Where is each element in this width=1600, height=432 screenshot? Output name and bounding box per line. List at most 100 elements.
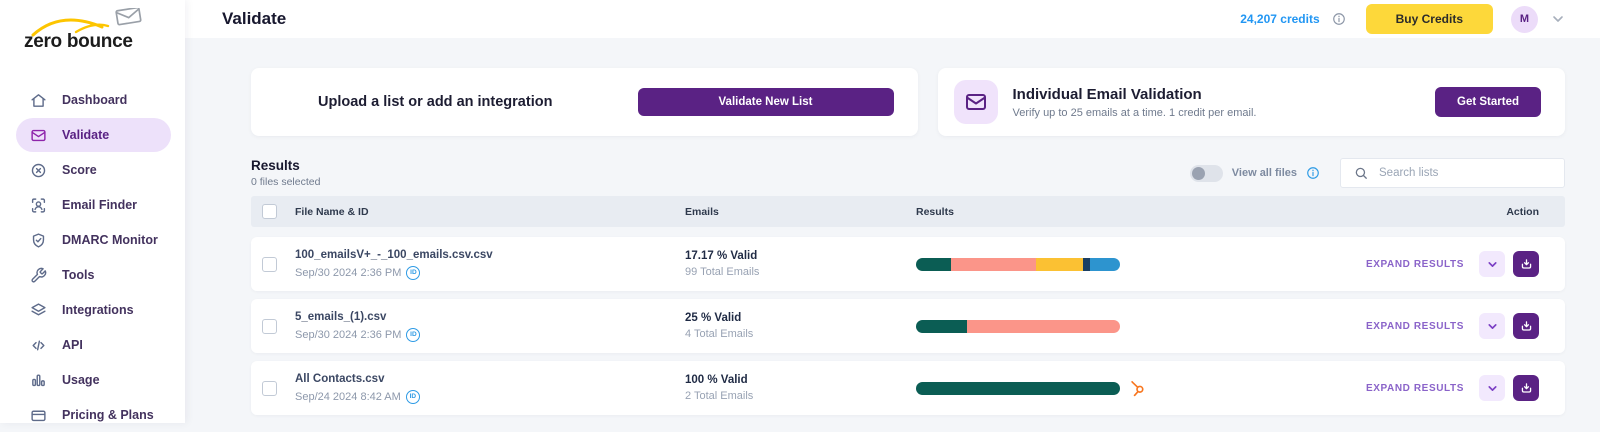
sidebar-item-email-finder[interactable]: Email Finder	[0, 188, 185, 222]
file-id-badge[interactable]: ID	[406, 266, 420, 280]
sidebar: zero bounce Dashboard Validate Score Ema…	[0, 0, 185, 423]
individual-validation-title: Individual Email Validation	[1013, 86, 1257, 103]
result-segment	[916, 382, 1120, 395]
brand-name: zero bounce	[24, 31, 185, 53]
sidebar-item-label: API	[62, 338, 83, 352]
view-all-info-icon[interactable]	[1306, 166, 1320, 180]
results-bar	[916, 382, 1120, 395]
sidebar-item-label: Validate	[62, 128, 109, 142]
home-icon	[30, 91, 48, 109]
email-finder-icon	[30, 196, 48, 214]
column-file-name: File Name & ID	[295, 206, 685, 218]
total-emails: 4 Total Emails	[685, 328, 900, 340]
shield-icon	[30, 231, 48, 249]
sidebar-item-label: DMARC Monitor	[62, 233, 158, 247]
valid-percentage: 25 % Valid	[685, 312, 900, 324]
table-row: All Contacts.csv Sep/24 2024 8:42 AM ID …	[251, 361, 1565, 415]
expand-results-link[interactable]: EXPAND RESULTS	[1366, 321, 1464, 332]
result-segment	[1083, 258, 1090, 271]
file-name[interactable]: 5_emails_(1).csv	[295, 311, 685, 323]
row-checkbox[interactable]	[262, 319, 277, 334]
sidebar-item-integrations[interactable]: Integrations	[0, 293, 185, 327]
sidebar-item-label: Tools	[62, 268, 94, 282]
sidebar-item-dmarc-monitor[interactable]: DMARC Monitor	[0, 223, 185, 257]
expand-results-link[interactable]: EXPAND RESULTS	[1366, 383, 1464, 394]
row-chevron-down-button[interactable]	[1479, 251, 1505, 277]
result-segment	[951, 258, 1036, 271]
sidebar-item-validate[interactable]: Validate	[16, 118, 171, 152]
row-download-button[interactable]	[1513, 313, 1539, 339]
total-emails: 2 Total Emails	[685, 390, 900, 402]
envelope-icon	[30, 126, 48, 144]
sidebar-item-label: Email Finder	[62, 198, 137, 212]
sidebar-item-pricing-plans[interactable]: Pricing & Plans	[0, 398, 185, 432]
zerobounce-logo[interactable]: zero bounce	[0, 0, 185, 53]
top-header: Validate 24,207 credits Buy Credits M	[185, 0, 1600, 38]
sidebar-item-tools[interactable]: Tools	[0, 258, 185, 292]
file-id-badge[interactable]: ID	[406, 328, 420, 342]
file-date: Sep/30 2024 2:36 PM ID	[295, 266, 685, 280]
sidebar-item-label: Integrations	[62, 303, 134, 317]
envelope-icon	[954, 80, 998, 124]
credits-balance[interactable]: 24,207 credits	[1240, 12, 1319, 26]
hubspot-icon	[1128, 379, 1147, 398]
table-row: 5_emails_(1).csv Sep/30 2024 2:36 PM ID …	[251, 299, 1565, 353]
upload-list-card: Upload a list or add an integration Vali…	[251, 68, 918, 136]
search-icon	[1354, 166, 1368, 180]
file-id-badge[interactable]: ID	[406, 390, 420, 404]
file-date: Sep/24 2024 8:42 AM ID	[295, 390, 685, 404]
search-lists-box	[1340, 158, 1565, 188]
row-checkbox[interactable]	[262, 381, 277, 396]
sidebar-item-usage[interactable]: Usage	[0, 363, 185, 397]
get-started-button[interactable]: Get Started	[1435, 87, 1541, 117]
result-segment	[916, 258, 951, 271]
valid-percentage: 100 % Valid	[685, 374, 900, 386]
results-title: Results	[251, 158, 320, 173]
sidebar-item-dashboard[interactable]: Dashboard	[0, 83, 185, 117]
results-bar	[916, 320, 1120, 333]
code-icon	[30, 336, 48, 354]
result-segment	[967, 320, 1120, 333]
buy-credits-button[interactable]: Buy Credits	[1366, 4, 1493, 34]
view-all-files-label: View all files	[1232, 167, 1297, 179]
card-icon	[30, 406, 48, 424]
result-segment	[1090, 258, 1120, 271]
wrench-icon	[30, 266, 48, 284]
result-segment	[916, 320, 967, 333]
total-emails: 99 Total Emails	[685, 266, 900, 278]
column-emails: Emails	[685, 206, 900, 218]
files-selected-count: 0 files selected	[251, 176, 320, 188]
sidebar-nav: Dashboard Validate Score Email Finder DM…	[0, 83, 185, 432]
expand-results-link[interactable]: EXPAND RESULTS	[1366, 259, 1464, 270]
row-download-button[interactable]	[1513, 251, 1539, 277]
column-results: Results	[900, 206, 1240, 218]
select-all-checkbox[interactable]	[262, 204, 277, 219]
row-chevron-down-button[interactable]	[1479, 313, 1505, 339]
results-table-body: 100_emailsV+_-_100_emails.csv.csv Sep/30…	[251, 237, 1565, 415]
credits-info-icon[interactable]	[1332, 12, 1346, 26]
account-chevron-down-icon[interactable]	[1550, 11, 1566, 27]
row-checkbox[interactable]	[262, 257, 277, 272]
bar-chart-icon	[30, 371, 48, 389]
sidebar-item-api[interactable]: API	[0, 328, 185, 362]
upload-card-title: Upload a list or add an integration	[318, 94, 552, 110]
table-header: File Name & ID Emails Results Action	[251, 196, 1565, 227]
sidebar-item-score[interactable]: Score	[0, 153, 185, 187]
layers-icon	[30, 301, 48, 319]
page-title: Validate	[222, 9, 286, 29]
file-name[interactable]: 100_emailsV+_-_100_emails.csv.csv	[295, 249, 685, 261]
view-all-files-toggle[interactable]	[1190, 165, 1223, 182]
table-row: 100_emailsV+_-_100_emails.csv.csv Sep/30…	[251, 237, 1565, 291]
search-input[interactable]	[1379, 167, 1554, 179]
score-icon	[30, 161, 48, 179]
file-name[interactable]: All Contacts.csv	[295, 373, 685, 385]
row-download-button[interactable]	[1513, 375, 1539, 401]
sidebar-item-label: Dashboard	[62, 93, 127, 107]
sidebar-item-label: Usage	[62, 373, 100, 387]
individual-validation-subtitle: Verify up to 25 emails at a time. 1 cred…	[1013, 107, 1257, 119]
results-bar	[916, 258, 1120, 271]
file-date: Sep/30 2024 2:36 PM ID	[295, 328, 685, 342]
validate-new-list-button[interactable]: Validate New List	[638, 88, 894, 116]
row-chevron-down-button[interactable]	[1479, 375, 1505, 401]
avatar[interactable]: M	[1511, 6, 1538, 33]
